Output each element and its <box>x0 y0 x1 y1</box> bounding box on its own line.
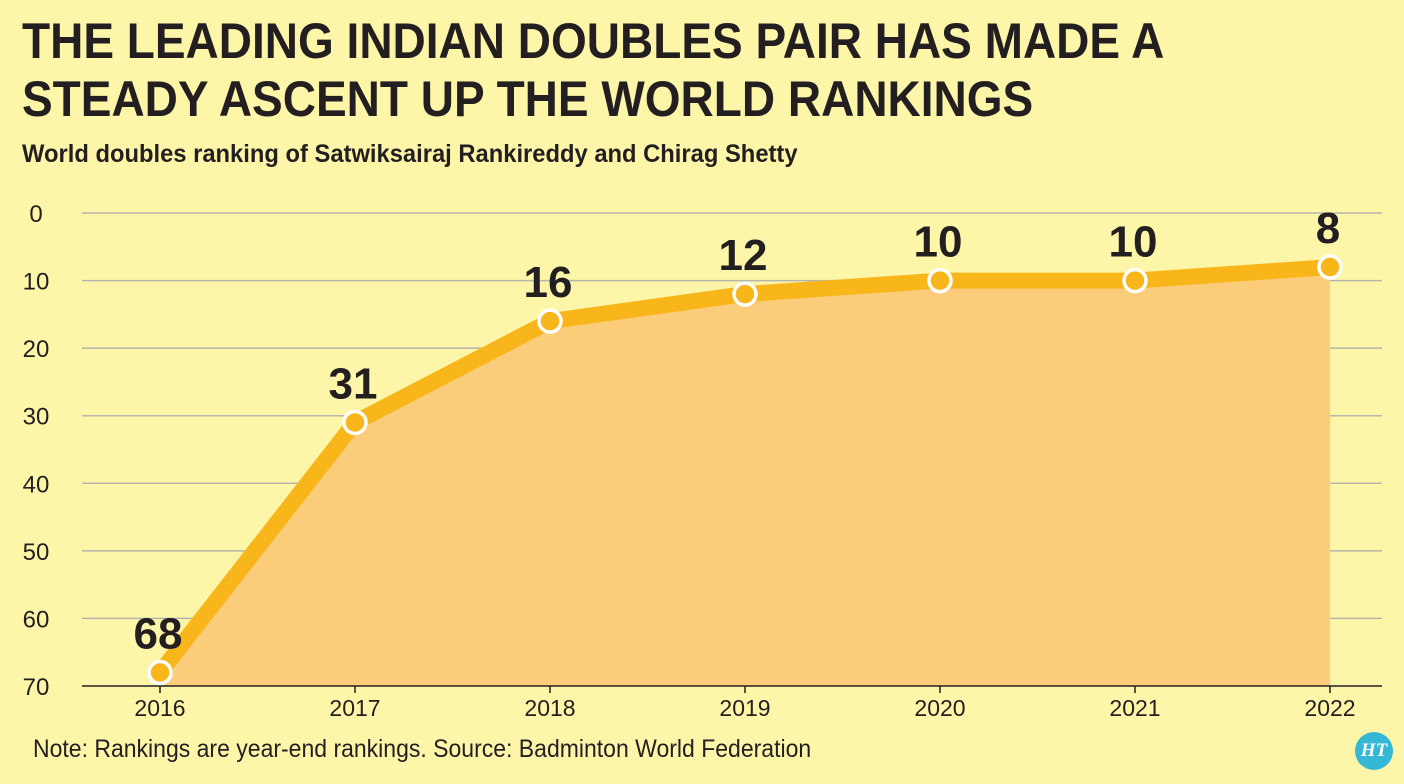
x-tick-label: 2021 <box>1109 695 1160 721</box>
data-label-layer: 68 31 16 12 10 10 8 <box>134 204 1341 658</box>
chart-title: THE LEADING INDIAN DOUBLES PAIR HAS MADE… <box>22 13 1163 127</box>
data-label: 68 <box>134 609 183 658</box>
x-tick-label: 2017 <box>329 695 380 721</box>
y-tick-label: 10 <box>23 269 50 296</box>
axis-layer: 0 10 20 30 40 50 60 70 2016 2017 2018 2019 2020 2021 2… <box>23 201 1382 721</box>
data-label: 8 <box>1316 204 1340 253</box>
ht-logo: HT <box>1355 732 1393 770</box>
chart-subtitle: World doubles ranking of Satwiksairaj Ra… <box>22 140 798 168</box>
area-fill <box>160 267 1330 686</box>
data-point <box>537 308 563 334</box>
y-tick-label: 50 <box>23 539 50 566</box>
data-label: 10 <box>914 218 963 267</box>
x-tick-label: 2020 <box>914 695 965 721</box>
marker-layer <box>147 254 1343 686</box>
source-note: Note: Rankings are year-end rankings. So… <box>33 735 812 763</box>
x-tick-label: 2016 <box>134 695 185 721</box>
data-label: 16 <box>524 258 573 307</box>
data-label: 10 <box>1109 218 1158 267</box>
data-point <box>1317 254 1343 280</box>
y-tick-label: 70 <box>23 674 50 701</box>
area-fill-layer <box>160 267 1330 686</box>
data-point <box>732 281 758 307</box>
data-point <box>927 267 953 294</box>
y-tick-label: 0 <box>29 201 42 228</box>
data-point <box>147 659 173 686</box>
data-label: 31 <box>329 359 378 408</box>
data-label: 12 <box>719 231 768 280</box>
data-point <box>342 409 368 436</box>
data-point <box>1122 267 1148 294</box>
x-tick-label: 2018 <box>524 695 575 721</box>
y-tick-label: 30 <box>23 404 50 431</box>
y-tick-label: 20 <box>23 336 50 363</box>
x-tick-label: 2019 <box>719 695 770 721</box>
x-tick-label: 2022 <box>1304 695 1355 721</box>
y-tick-label: 40 <box>23 471 50 498</box>
y-tick-label: 60 <box>23 606 50 633</box>
